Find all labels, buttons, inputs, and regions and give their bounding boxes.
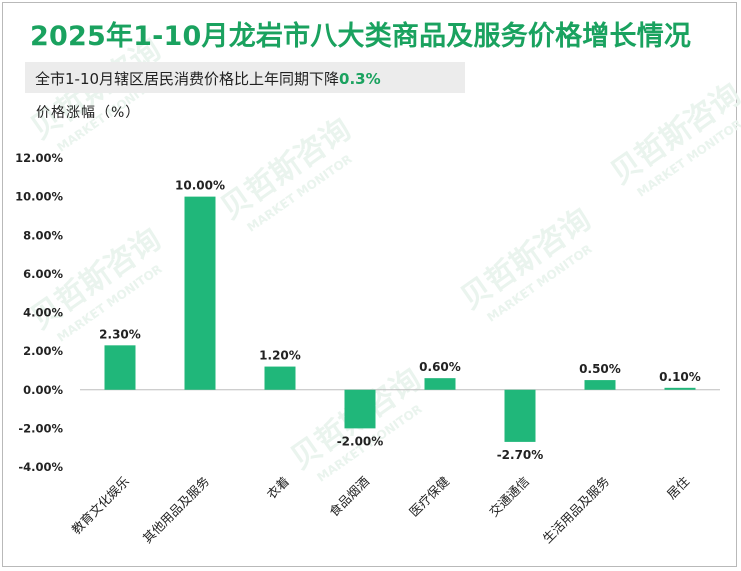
subtitle-box: 全市1-10月辖区居民消费价格比上年同期下降0.3% [25,62,465,93]
data-label: -2.00% [337,434,384,448]
data-label: -2.70% [497,448,544,462]
data-label: 1.20% [259,349,301,363]
chart-title: 2025年1-10月龙岩市八大类商品及服务价格增长情况 [30,21,692,52]
x-tick-label: 交通通信 [486,474,532,520]
y-tick-label: -2.00% [18,421,63,435]
plot-area: -4.00% -2.00% 0.00% 2.00% 4.00% 6.00% 8.00% 10.… [15,151,720,546]
y-tick-label: 4.00% [23,306,63,320]
x-tick-label: 生活用品及服务 [540,474,612,546]
x-tick-label: 食品烟酒 [326,474,372,520]
data-label: 0.60% [419,360,461,374]
subtitle-highlight: 0.3% [339,70,381,88]
y-tick-label: 6.00% [23,267,63,281]
subtitle-text: 全市1-10月辖区居民消费价格比上年同期下降 [35,70,340,88]
x-tick-label: 教育文化娱乐 [68,474,132,538]
data-label: 0.10% [659,370,701,384]
data-label: 2.30% [99,327,141,341]
bar [584,380,616,390]
subtitle: 全市1-10月辖区居民消费价格比上年同期下降0.3% [35,68,381,89]
bar [344,389,376,429]
y-tick-label: 0.00% [23,383,63,397]
y-tick-label: 8.00% [23,228,63,242]
data-label: 10.00% [175,179,225,193]
y-axis-caption: 价格涨幅（%） [36,105,141,121]
bar [184,196,216,390]
y-tick-label: 12.00% [15,151,63,165]
y-tick-label: 2.00% [23,344,63,358]
bar [504,389,536,442]
bar [264,366,296,390]
y-tick-label: -4.00% [18,460,63,474]
x-tick-label: 其他用品及服务 [140,474,212,546]
bar [424,378,456,390]
bar [664,387,696,390]
x-tick-label: 居住 [664,473,693,502]
bar [104,345,136,390]
y-tick-label: 10.00% [15,190,63,204]
x-tick-label: 医疗保健 [406,473,452,519]
data-label: 0.50% [579,362,621,376]
x-tick-label: 衣着 [264,474,292,502]
